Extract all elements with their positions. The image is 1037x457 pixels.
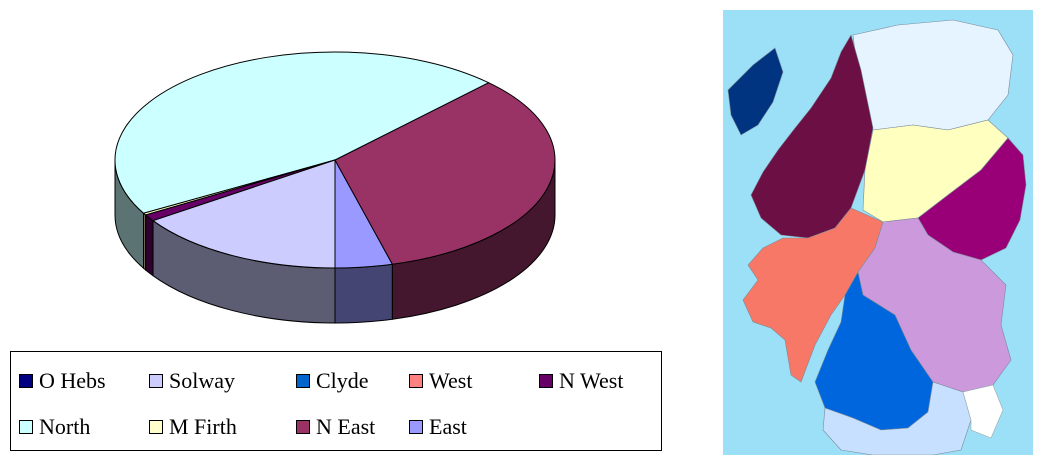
pie-chart: [114, 51, 556, 324]
legend-label: N East: [316, 414, 376, 439]
legend-item: North: [19, 414, 90, 440]
legend-item: East: [409, 414, 467, 440]
legend-label: M Firth: [169, 414, 237, 439]
legend-label: Clyde: [316, 368, 369, 393]
pie-wall-east: [334, 263, 393, 324]
legend-label: East: [429, 414, 467, 439]
legend: O Hebs Solway Clyde West N West North M Firth N…: [10, 351, 662, 451]
legend-label: O Hebs: [39, 368, 106, 393]
legend-label: N West: [559, 368, 624, 393]
legend-swatch: [149, 374, 163, 388]
legend-swatch: [409, 420, 423, 434]
legend-item: N West: [539, 368, 623, 394]
legend-swatch: [296, 374, 310, 388]
legend-item: Solway: [149, 368, 235, 394]
pie-slice-north: [114, 51, 490, 214]
legend-swatch: [409, 374, 423, 388]
legend-item: Clyde: [296, 368, 369, 394]
legend-swatch: [19, 420, 33, 434]
pie-slice-solway: [151, 159, 336, 269]
legend-label: North: [39, 414, 91, 439]
legend-swatch: [296, 420, 310, 434]
pie-wall-n-west: [145, 213, 154, 277]
legend-label: Solway: [169, 368, 235, 393]
legend-item: O Hebs: [19, 368, 106, 394]
map-region-north: [852, 19, 1014, 131]
legend-swatch: [149, 420, 163, 434]
legend-item: N East: [296, 414, 375, 440]
legend-swatch: [19, 374, 33, 388]
pie-slice-n-east: [334, 82, 556, 265]
legend-swatch: [539, 374, 553, 388]
legend-label: West: [429, 368, 473, 393]
map-svg: [723, 10, 1033, 455]
map-region-o-hebs: [727, 47, 784, 136]
legend-item: M Firth: [149, 414, 237, 440]
legend-item: West: [409, 368, 472, 394]
map-region-borders-white: [962, 384, 1004, 439]
scotland-map: [723, 10, 1033, 455]
